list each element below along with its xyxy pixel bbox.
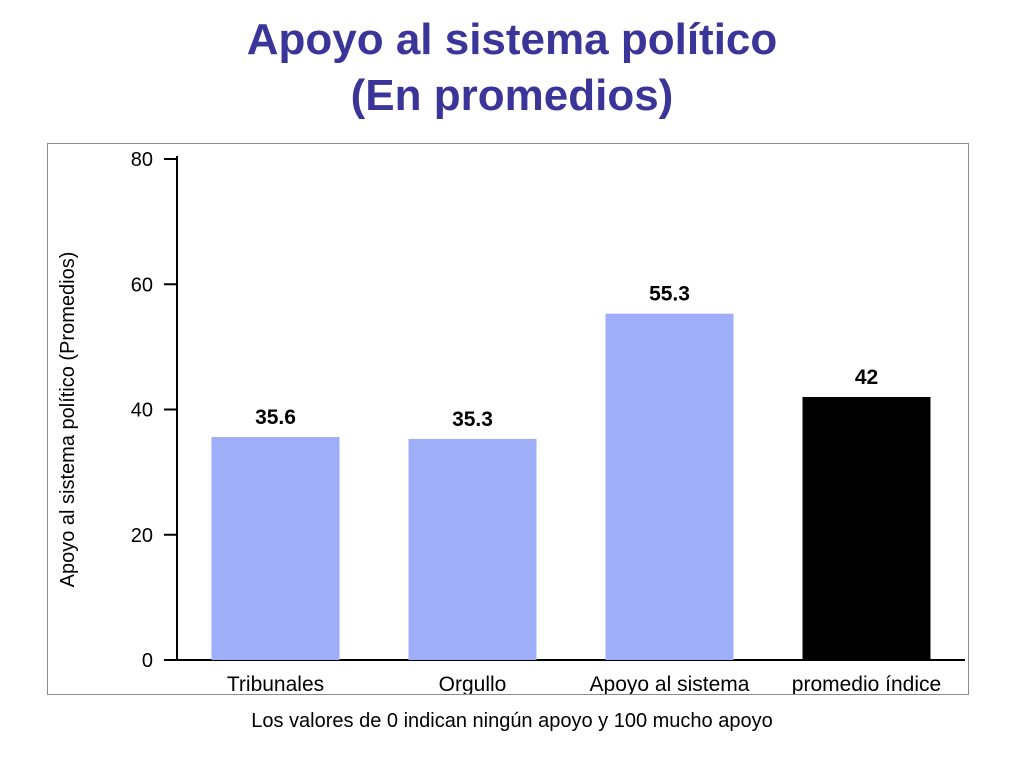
bar	[408, 438, 537, 660]
y-tick-label: 40	[131, 400, 153, 422]
y-tick-label: 80	[131, 149, 153, 171]
bar	[802, 396, 931, 660]
chart-title: Apoyo al sistema político (En promedios)	[0, 12, 1024, 124]
bar-value-label: 35.3	[452, 408, 493, 431]
bar-value-label: 42	[855, 366, 878, 389]
footnote: Los valores de 0 indican ningún apoyo y …	[251, 710, 773, 732]
y-tick-label: 0	[142, 650, 153, 672]
bar-value-label: 35.6	[255, 406, 296, 429]
y-tick-label: 60	[131, 274, 153, 296]
x-category-label: Apoyo al sistema	[590, 673, 750, 694]
title-line-2: (En promedios)	[350, 71, 674, 120]
bar-chart: 0 20 40 60 80 Apoyo al sistema político (Prom…	[57, 149, 965, 694]
title-line-1: Apoyo al sistema político	[246, 15, 778, 64]
bar-value-label: 55.3	[649, 283, 690, 306]
y-axis-title: Apoyo al sistema político (Promedios)	[57, 252, 79, 588]
bar	[211, 437, 340, 660]
x-category-label: Orgullo	[439, 673, 507, 694]
x-category-label: promedio índice	[792, 673, 941, 694]
y-tick-label: 20	[131, 525, 153, 547]
chart-frame: 0 20 40 60 80 Apoyo al sistema político (Prom…	[47, 143, 969, 695]
x-category-label: Tribunales	[227, 673, 324, 694]
bar	[605, 313, 734, 660]
